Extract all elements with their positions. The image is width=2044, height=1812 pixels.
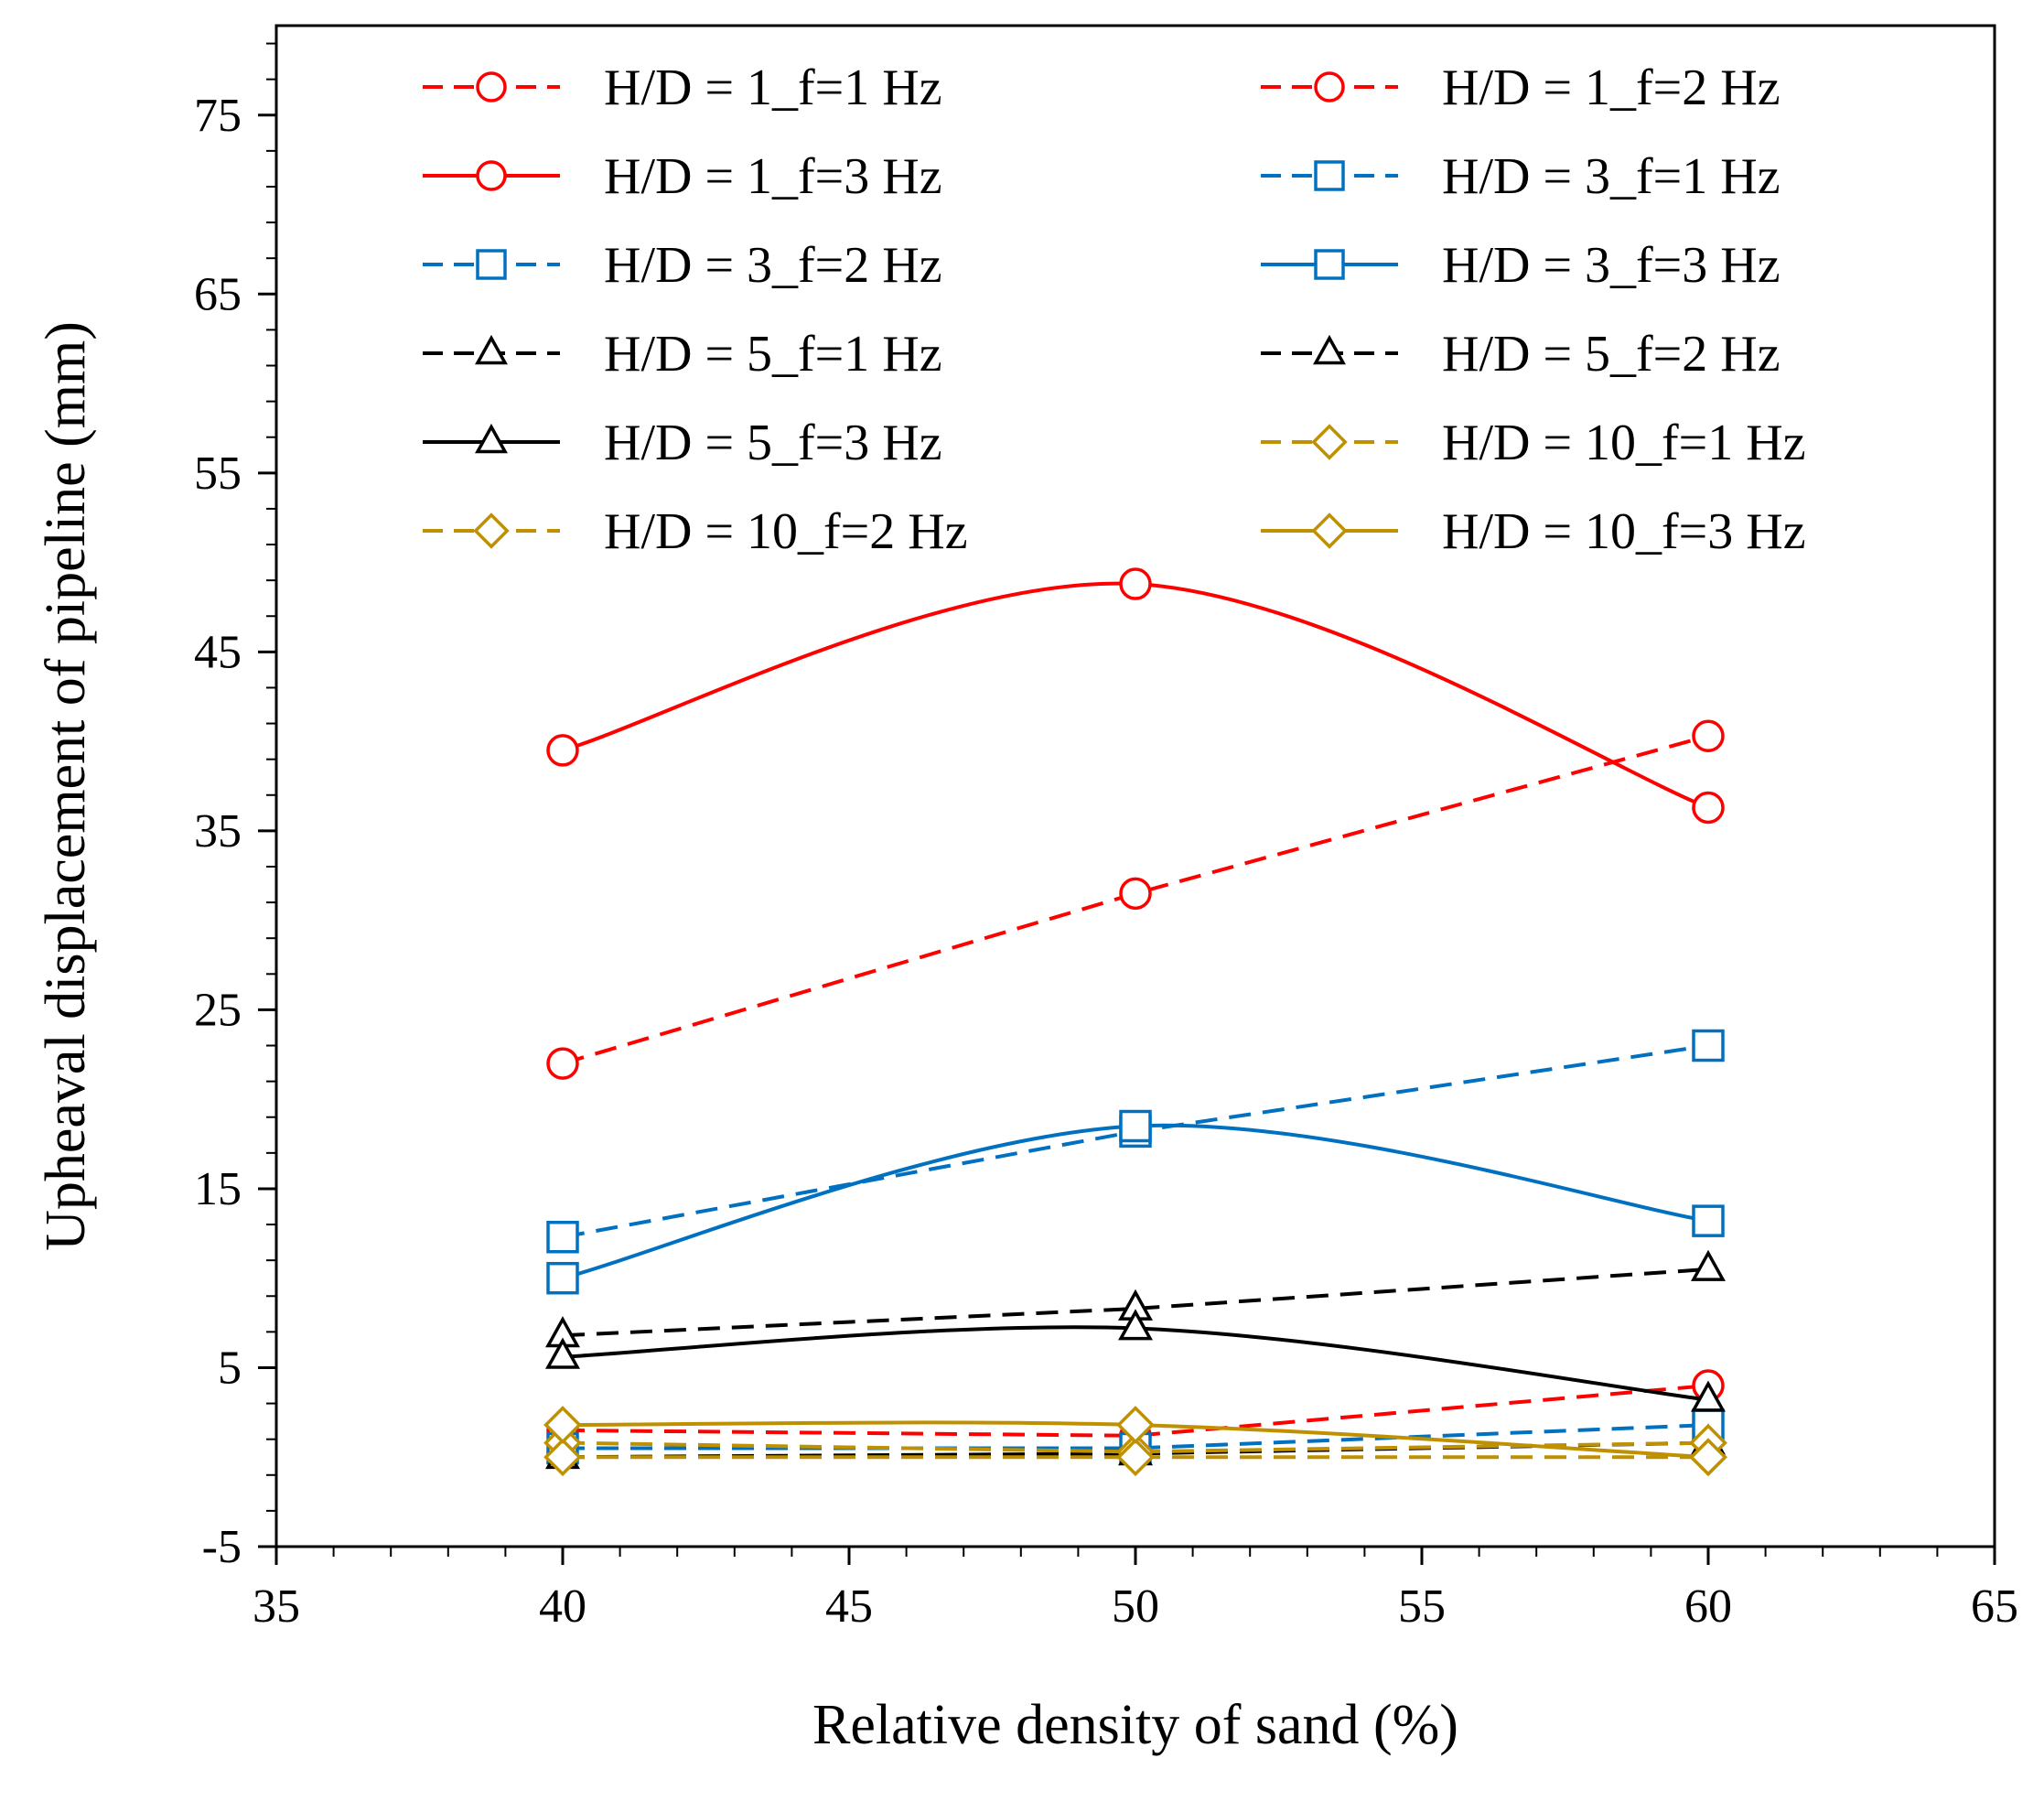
series-8 [545, 1249, 1726, 1348]
legend-item: H/D = 3_f=1 Hz [1261, 148, 1780, 205]
y-axis-title: Upheaval displacement of pipeline (mm) [35, 321, 97, 1251]
x-tick-label: 55 [1398, 1580, 1446, 1633]
data-point [1116, 1438, 1155, 1477]
data-point [545, 1337, 580, 1369]
series-9 [545, 1309, 1726, 1412]
series-line [562, 581, 1709, 810]
data-point [1691, 1380, 1726, 1412]
legend-label: H/D = 1_f=1 Hz [604, 59, 942, 116]
legend-marker [476, 160, 507, 191]
x-tick-label: 50 [1112, 1580, 1159, 1633]
data-point [543, 1406, 582, 1444]
y-tick-label: -5 [202, 1521, 242, 1573]
data-point [1118, 1309, 1153, 1341]
y-tick-label: 75 [194, 90, 242, 142]
legend-marker [1313, 334, 1346, 365]
series-line [562, 1267, 1709, 1338]
x-tick-label: 35 [253, 1580, 300, 1633]
data-point [1119, 567, 1152, 600]
data-point [543, 1438, 582, 1477]
data-point [1692, 791, 1725, 825]
legend-marker [1311, 512, 1348, 549]
data-series-layer [543, 567, 1727, 1477]
y-tick-label: 55 [194, 448, 242, 500]
legend-item: H/D = 10_f=3 Hz [1261, 503, 1806, 560]
data-point [1692, 719, 1725, 753]
legend-marker [1311, 424, 1348, 460]
y-tick-label: 25 [194, 984, 242, 1036]
y-tick-label: 35 [194, 805, 242, 857]
legend-label: H/D = 1_f=2 Hz [1442, 59, 1780, 116]
legend-label: H/D = 10_f=2 Hz [604, 503, 968, 560]
legend-marker [476, 71, 507, 102]
legend-marker [475, 423, 508, 454]
series-6 [546, 1109, 1725, 1295]
x-axis-title: Relative density of sand (%) [812, 1694, 1458, 1756]
axis-ticks: 35 40 45 50 55 60 65 -5 5 15 25 35 45 55 65 75 [194, 42, 2018, 1633]
legend-label: H/D = 5_f=1 Hz [604, 326, 942, 383]
legend-marker [473, 512, 510, 549]
series-line [562, 1384, 1709, 1438]
y-tick-label: 65 [194, 268, 242, 320]
legend-item: H/D = 1_f=1 Hz [423, 59, 942, 116]
y-tick-label: 15 [194, 1163, 242, 1215]
legend-label: H/D = 10_f=3 Hz [1442, 503, 1806, 560]
legend-label: H/D = 5_f=2 Hz [1442, 326, 1780, 383]
legend-label: H/D = 3_f=1 Hz [1442, 148, 1780, 205]
legend-item: H/D = 10_f=2 Hz [423, 503, 968, 560]
legend-label: H/D = 10_f=1 Hz [1442, 415, 1806, 471]
legend-marker [475, 334, 508, 365]
series-2 [546, 719, 1725, 1080]
legend-label: H/D = 5_f=3 Hz [604, 415, 942, 471]
data-point [1689, 1438, 1727, 1477]
x-tick-label: 60 [1684, 1580, 1732, 1633]
data-point [1116, 1406, 1155, 1444]
y-tick-label: 5 [218, 1342, 242, 1394]
legend-marker [1314, 160, 1345, 191]
data-point [546, 734, 579, 767]
data-point [1691, 1249, 1726, 1281]
legend-marker [1314, 249, 1345, 280]
legend-label: H/D = 3_f=3 Hz [1442, 237, 1780, 294]
legend-label: H/D = 1_f=3 Hz [604, 148, 942, 205]
data-point [546, 1220, 579, 1254]
x-tick-label: 45 [825, 1580, 873, 1633]
data-point [1119, 1109, 1152, 1143]
x-tick-label: 65 [1971, 1580, 2018, 1633]
legend-item: H/D = 5_f=2 Hz [1261, 326, 1780, 383]
legend-item: H/D = 1_f=3 Hz [423, 148, 942, 205]
data-point [1692, 1204, 1725, 1237]
series-3 [546, 567, 1725, 825]
data-point [1692, 1029, 1725, 1062]
legend-item: H/D = 10_f=1 Hz [1261, 415, 1806, 471]
legend-item: H/D = 5_f=3 Hz [423, 415, 942, 471]
series-12 [543, 1406, 1727, 1477]
legend-item: H/D = 3_f=2 Hz [423, 237, 942, 294]
series-line [562, 1123, 1709, 1280]
y-tick-label: 45 [194, 626, 242, 678]
legend-item: H/D = 5_f=1 Hz [423, 326, 942, 383]
data-point [546, 1047, 579, 1080]
legend-item: H/D = 3_f=3 Hz [1261, 237, 1780, 294]
legend-label: H/D = 3_f=2 Hz [604, 237, 942, 294]
legend-item: H/D = 1_f=2 Hz [1261, 59, 1780, 116]
x-tick-label: 40 [539, 1580, 586, 1633]
legend-marker [476, 249, 507, 280]
data-point [546, 1261, 579, 1295]
legend: H/D = 1_f=1 Hz H/D = 1_f=2 Hz H/D = 1_f=3 … [423, 59, 1806, 560]
series-line [563, 1423, 1709, 1451]
legend-marker [1314, 71, 1345, 102]
data-point [1119, 877, 1152, 911]
